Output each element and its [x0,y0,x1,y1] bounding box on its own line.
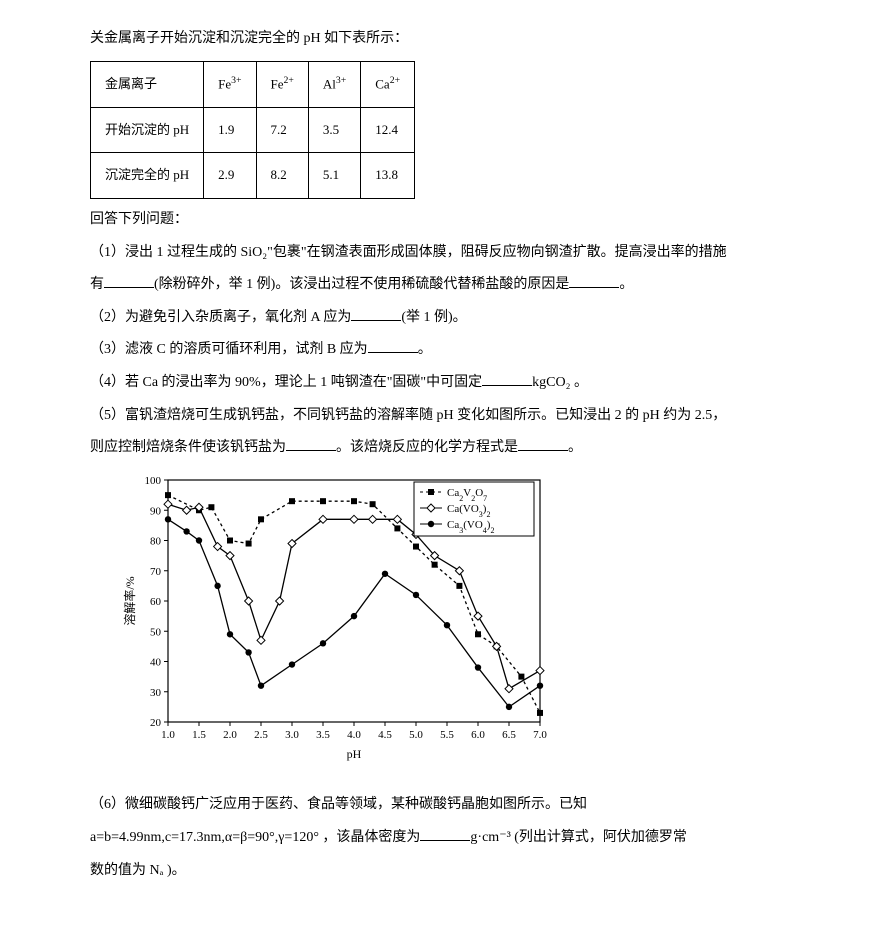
text: 。 [619,277,633,292]
q5-line2: 则应控制焙烧条件使该钒钙盐为 。该焙烧反应的化学方程式是 。 [90,435,782,462]
q1-line2: 有 (除粉碎外，举 1 例)。该浸出过程不使用稀硫酸代替稀盐酸的原因是 。 [90,272,782,299]
text: (举 1 例)。 [401,310,466,325]
q6-line2: a=b=4.99nm,c=17.3nm,α=β=90°,γ=120° ，该晶体密… [90,825,782,852]
td: 3.5 [308,107,360,153]
blank [286,436,336,451]
table-header: 金属离子 Fe3+ Fe2+ Al3+ Ca2+ [91,61,415,107]
blank [104,273,154,288]
text: a=b=4.99nm,c=17.3nm,α=β=90°,γ=120° ，该晶体密… [90,830,420,845]
q6-line1: （6）微细碳酸钙广泛应用于医药、食品等领域，某种碳酸钙晶胞如图所示。已知 [90,792,782,819]
svg-text:1.0: 1.0 [161,729,175,741]
td: 沉淀完全的 pH [91,153,204,199]
text: 有 [90,277,104,292]
text: （2）为避免引入杂质离子，氧化剂 A 应为 [90,310,351,325]
th: Fe3+ [204,61,256,107]
svg-text:6.5: 6.5 [502,729,516,741]
svg-text:7.0: 7.0 [533,729,547,741]
blank [518,436,568,451]
svg-text:2.5: 2.5 [254,729,268,741]
answer-prompt: 回答下列问题： [90,207,782,234]
blank [351,306,401,321]
text: (除粉碎外，举 1 例)。该浸出过程不使用稀硫酸代替稀盐酸的原因是 [154,277,569,292]
blank [482,371,532,386]
svg-text:20: 20 [150,717,162,729]
table-row: 开始沉淀的 pH 1.9 7.2 3.5 12.4 [91,107,415,153]
svg-text:3.0: 3.0 [285,729,299,741]
blank [420,826,470,841]
svg-text:80: 80 [150,535,162,547]
q1-line1: （1）浸出 1 过程生成的 SiO₂"包裹"在钢渣表面形成固体膜，阻碍反应物向钢… [90,240,782,267]
svg-text:4.5: 4.5 [378,729,392,741]
svg-text:pH: pH [347,747,362,761]
td: 2.9 [204,153,256,199]
blank [368,338,418,353]
q5-line1: （5）富钒渣焙烧可生成钒钙盐，不同钒钙盐的溶解率随 pH 变化如图所示。已知浸出… [90,403,782,430]
text: kgCO₂ 。 [532,375,588,390]
svg-text:溶解率/%: 溶解率/% [122,576,137,625]
svg-text:60: 60 [150,596,162,608]
svg-text:5.5: 5.5 [440,729,454,741]
td: 1.9 [204,107,256,153]
td: 13.8 [361,153,415,199]
td: 5.1 [308,153,360,199]
text: （4）若 Ca 的浸出率为 90%，理论上 1 吨钢渣在"固碳"中可固定 [90,375,482,390]
td: 12.4 [361,107,415,153]
q4: （4）若 Ca 的浸出率为 90%，理论上 1 吨钢渣在"固碳"中可固定 kgCO… [90,370,782,397]
q2: （2）为避免引入杂质离子，氧化剂 A 应为 (举 1 例)。 [90,305,782,332]
svg-text:5.0: 5.0 [409,729,423,741]
svg-text:1.5: 1.5 [192,729,206,741]
svg-text:50: 50 [150,626,162,638]
text: g·cm⁻³ (列出计算式，阿伏加德罗常 [470,830,687,845]
svg-text:100: 100 [145,475,162,487]
th: Fe2+ [256,61,308,107]
svg-text:2.0: 2.0 [223,729,237,741]
svg-text:90: 90 [150,505,162,517]
blank [569,273,619,288]
svg-text:6.0: 6.0 [471,729,485,741]
table-row: 沉淀完全的 pH 2.9 8.2 5.1 13.8 [91,153,415,199]
q3: （3）滤液 C 的溶质可循环利用，试剂 B 应为 。 [90,337,782,364]
q6-line3: 数的值为 Nₐ )。 [90,858,782,885]
text: 。 [418,342,432,357]
text: 。 [568,440,582,455]
th: Al3+ [308,61,360,107]
td: 8.2 [256,153,308,199]
text: 则应控制焙烧条件使该钒钙盐为 [90,440,286,455]
intro: 关金属离子开始沉淀和沉淀完全的 pH 如下表所示： [90,26,782,53]
svg-text:30: 30 [150,686,162,698]
ph-table: 金属离子 Fe3+ Fe2+ Al3+ Ca2+ 开始沉淀的 pH 1.9 7.… [90,61,415,199]
svg-text:3.5: 3.5 [316,729,330,741]
solubility-chart: 20 30 40 50 60 70 80 90 100 1.0 1.5 2.0 2.5 3.0 3.5 4.0… [120,472,752,783]
svg-text:40: 40 [150,656,162,668]
th: Ca2+ [361,61,415,107]
text: 。该焙烧反应的化学方程式是 [336,440,518,455]
text: （3）滤液 C 的溶质可循环利用，试剂 B 应为 [90,342,368,357]
th: 金属离子 [91,61,204,107]
svg-text:70: 70 [150,565,162,577]
td: 7.2 [256,107,308,153]
svg-text:4.0: 4.0 [347,729,361,741]
td: 开始沉淀的 pH [91,107,204,153]
